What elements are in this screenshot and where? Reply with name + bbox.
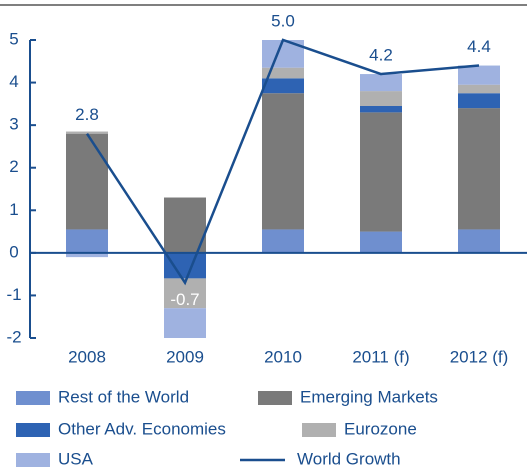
bar-segment (66, 252, 108, 258)
y-tick-label: 1 (9, 200, 18, 219)
line (85, 38, 480, 286)
bar-segment (458, 108, 500, 230)
legend-label: Rest of the World (58, 387, 189, 406)
legend-label: Eurozone (344, 419, 417, 438)
legend-swatch (16, 453, 50, 467)
bar-segment (360, 231, 402, 253)
data-label: 4.2 (369, 46, 393, 65)
bar-segment (262, 229, 304, 253)
y-tick-label: 0 (9, 242, 18, 261)
bar-segment (360, 112, 402, 232)
bar-segment (66, 229, 108, 253)
bar-segment (360, 91, 402, 106)
bar-segment (66, 131, 108, 134)
bar-segment (360, 105, 402, 113)
bar-segment (164, 197, 206, 253)
legend-label: Other Adv. Economies (58, 419, 226, 438)
legend-label: USA (58, 449, 94, 468)
bar-segment (262, 67, 304, 79)
bar-segment (262, 78, 304, 94)
x-tick-label: 2012 (f) (450, 347, 509, 366)
bar-segment (360, 74, 402, 92)
legend-swatch (16, 391, 50, 405)
x-tick-label: 2011 (f) (352, 347, 409, 366)
y-tick-label: 4 (9, 72, 18, 91)
bar-segment (164, 308, 206, 338)
y-tick-label: 5 (9, 29, 18, 48)
data-label: 2.8 (75, 105, 99, 124)
y-tick-label: -1 (6, 285, 21, 304)
bar-segment (66, 133, 108, 230)
data-label: 4.4 (467, 37, 491, 56)
legend-label: World Growth (297, 449, 401, 468)
legend-label: Emerging Markets (300, 387, 438, 406)
x-tick-label: 2008 (68, 347, 106, 366)
data-label: 5.0 (271, 11, 295, 30)
x-tick-label: 2010 (264, 347, 302, 366)
data-label: -0.7 (170, 290, 199, 309)
legend-swatch (16, 423, 50, 437)
y-tick-label: -2 (6, 327, 21, 346)
legend-swatch (258, 391, 292, 405)
bar-segment (458, 65, 500, 85)
bar-segment (458, 84, 500, 94)
bar-segment (458, 93, 500, 109)
x-tick-label: 2009 (166, 347, 204, 366)
bar-segment (262, 93, 304, 230)
y-tick-label: 3 (9, 115, 18, 134)
bar-segment (458, 229, 500, 253)
bar-segment (164, 252, 206, 279)
legend-swatch (302, 423, 336, 437)
y-tick-label: 2 (9, 157, 18, 176)
